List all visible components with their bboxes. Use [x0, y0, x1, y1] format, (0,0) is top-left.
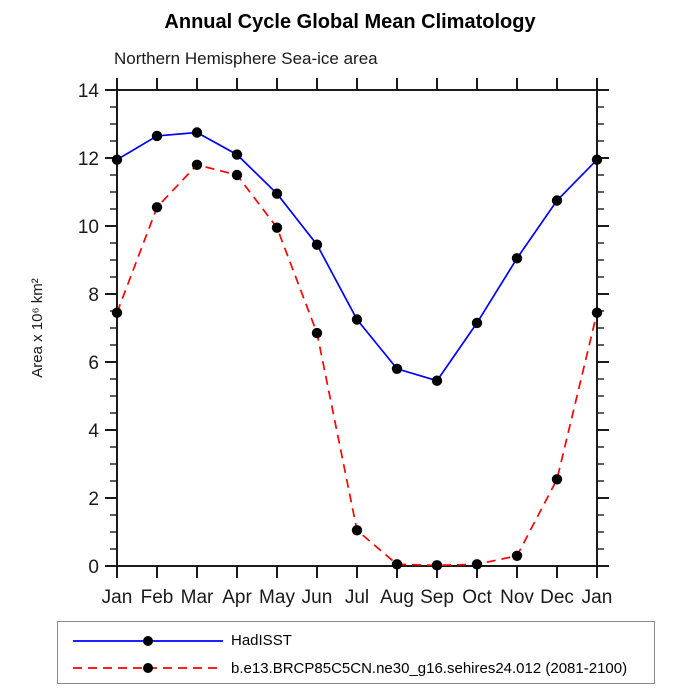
- data-point-marker-s0: [231, 149, 243, 160]
- y-tick-label: 10: [78, 217, 99, 238]
- data-point-marker-s1: [551, 474, 563, 485]
- legend-label-hadisst: HadISST: [231, 632, 292, 650]
- data-point-marker-s1: [431, 560, 443, 571]
- x-tick-label: Nov: [500, 587, 534, 608]
- y-tick-label: 4: [88, 421, 99, 442]
- data-point-marker-s1: [511, 550, 523, 561]
- y-tick-label: 12: [78, 149, 99, 170]
- data-point-marker-s0: [111, 154, 123, 165]
- data-point-marker-s0: [591, 154, 603, 165]
- x-tick-label: Jun: [302, 587, 333, 608]
- data-point-marker-s0: [471, 317, 483, 329]
- series-line-1: [116, 163, 598, 567]
- y-tick-label: 8: [88, 285, 99, 306]
- data-point-marker-s0: [191, 127, 203, 138]
- data-point-marker-s1: [471, 559, 483, 570]
- chart-subtitle: Northern Hemisphere Sea-ice area: [114, 49, 378, 68]
- x-tick-label: Aug: [380, 587, 414, 608]
- data-point-marker-s1: [391, 559, 403, 570]
- x-tick-label: Dec: [540, 587, 574, 608]
- legend-solid-line-icon: [73, 635, 223, 646]
- y-tick-label: 0: [88, 557, 99, 578]
- x-tick-label: Mar: [181, 587, 214, 608]
- data-point-marker-s1: [151, 202, 163, 213]
- data-point-marker-s0: [551, 195, 563, 206]
- legend-item-model: b.e13.BRCP85C5CN.ne30_g16.sehires24.012 …: [72, 655, 654, 681]
- plot-frame: [116, 89, 598, 567]
- data-point-marker-s1: [311, 327, 323, 339]
- x-tick-label: May: [259, 587, 295, 608]
- y-tick-label: 6: [88, 353, 99, 374]
- legend-item-hadisst: HadISST: [72, 628, 654, 654]
- legend-box: HadISST b.e13.BRCP85C5CN.ne30_g16.sehire…: [57, 621, 655, 684]
- data-point-marker-s1: [591, 307, 603, 318]
- legend-sample-marker: [143, 635, 153, 646]
- data-point-marker-s0: [271, 188, 283, 199]
- chart-title: Annual Cycle Global Mean Climatology: [164, 11, 536, 33]
- data-point-marker-s0: [351, 314, 363, 325]
- data-point-marker-s0: [391, 363, 403, 374]
- data-point-marker-s0: [151, 130, 163, 142]
- data-point-marker-s1: [231, 169, 243, 181]
- x-tick-label: Jul: [345, 587, 369, 608]
- data-point-marker-s1: [351, 525, 363, 536]
- data-point-marker-s1: [111, 307, 123, 318]
- legend-sample-marker: [143, 663, 153, 674]
- series-line-0: [116, 131, 598, 382]
- x-tick-label: Jan: [582, 587, 613, 608]
- legend-dashed-line-icon: [73, 663, 223, 674]
- y-axis-label: Area x 10⁶ km²: [29, 278, 46, 378]
- data-point-marker-s0: [511, 253, 523, 264]
- data-point-marker-s0: [311, 239, 323, 250]
- plot-area: 0 2 4 6 8 10 12 14 Jan Feb Mar Apr May Jun Jul Aug Sep Oc…: [29, 78, 613, 608]
- data-point-marker-s0: [431, 375, 443, 386]
- x-tick-label: Sep: [420, 587, 454, 608]
- y-tick-label: 14: [78, 81, 100, 102]
- x-tick-label: Apr: [222, 587, 252, 608]
- legend-label-model: b.e13.BRCP85C5CN.ne30_g16.sehires24.012 …: [231, 659, 628, 677]
- x-tick-label: Oct: [462, 587, 492, 608]
- x-tick-label: Feb: [141, 587, 174, 608]
- y-tick-label: 2: [88, 489, 99, 510]
- x-tick-label: Jan: [102, 587, 133, 608]
- data-point-marker-s1: [271, 222, 283, 233]
- data-point-marker-s1: [191, 159, 203, 170]
